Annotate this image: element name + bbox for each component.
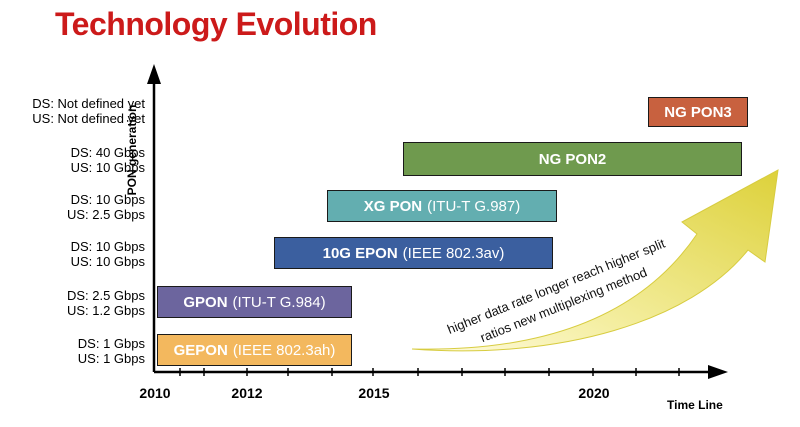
bar-10gepon-standard: (IEEE 802.3av) <box>402 244 505 262</box>
x-axis-title: Time Line <box>667 398 723 412</box>
page-title: Technology Evolution <box>55 6 377 42</box>
bar-10gepon-name: 10G EPON <box>322 244 398 262</box>
x-tick-label-2020: 2020 <box>578 385 610 401</box>
us-rate: US: 10 Gbps <box>70 160 145 175</box>
bar-gepon-standard: (IEEE 802.3ah) <box>232 341 336 359</box>
y-label-10gepon: DS: 10 Gbps US: 10 Gbps <box>71 239 145 269</box>
y-axis-arrowhead <box>147 64 161 84</box>
x-axis-arrowhead <box>708 365 728 379</box>
x-tick-label-2015: 2015 <box>358 385 390 401</box>
bar-xgpon: XG PON (ITU-T G.987) <box>327 190 557 222</box>
bar-ngpon2-name: NG PON2 <box>538 150 607 168</box>
us-rate: US: 2.5 Gbps <box>66 207 145 222</box>
ds-rate: DS: 40 Gbps <box>70 145 145 160</box>
y-label-ngpon3: DS: Not defined yet US: Not defined yet <box>32 96 145 126</box>
bar-ngpon2: NG PON2 <box>403 142 742 176</box>
y-label-xgpon: DS: 10 Gbps US: 2.5 Gbps <box>67 192 145 222</box>
bar-gpon-name: GPON <box>183 293 228 311</box>
bar-10gepon: 10G EPON (IEEE 802.3av) <box>274 237 553 269</box>
bar-ngpon3-name: NG PON3 <box>664 103 732 121</box>
growth-arrow <box>411 169 779 352</box>
bar-ngpon3: NG PON3 <box>648 97 748 127</box>
bar-xgpon-name: XG PON <box>363 197 423 215</box>
bar-gepon: GEPON (IEEE 802.3ah) <box>157 334 352 366</box>
bar-gpon: GPON (ITU-T G.984) <box>157 286 352 318</box>
bar-gepon-name: GEPON <box>173 341 228 359</box>
x-tick-label-2010: 2010 <box>139 385 171 401</box>
ds-rate: DS: 1 Gbps <box>77 336 145 351</box>
y-label-gepon: DS: 1 Gbps US: 1 Gbps <box>78 336 145 366</box>
ds-rate: DS: 2.5 Gbps <box>66 288 145 303</box>
x-tick-label-2012: 2012 <box>231 385 263 401</box>
us-rate: US: 10 Gbps <box>70 254 145 269</box>
bar-xgpon-standard: (ITU-T G.987) <box>427 197 521 215</box>
bar-gpon-standard: (ITU-T G.984) <box>232 293 326 311</box>
us-rate: US: Not defined yet <box>32 111 145 126</box>
y-label-gpon: DS: 2.5 Gbps US: 1.2 Gbps <box>67 288 145 318</box>
ds-rate: DS: Not defined yet <box>32 96 145 111</box>
us-rate: US: 1.2 Gbps <box>66 303 145 318</box>
ds-rate: DS: 10 Gbps <box>70 239 145 254</box>
ds-rate: DS: 10 Gbps <box>70 192 145 207</box>
us-rate: US: 1 Gbps <box>77 351 145 366</box>
y-label-ngpon2: DS: 40 Gbps US: 10 Gbps <box>71 145 145 175</box>
